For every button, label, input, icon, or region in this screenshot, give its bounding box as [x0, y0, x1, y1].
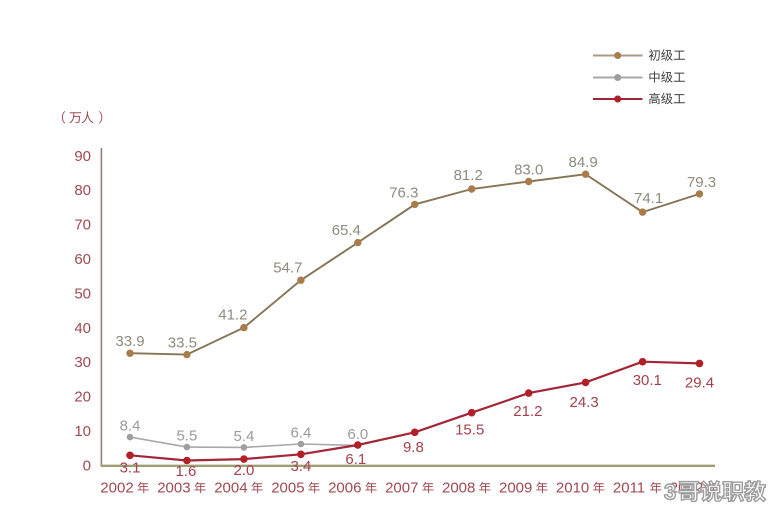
svg-text:3.4: 3.4 — [290, 458, 311, 475]
svg-text:84.9: 84.9 — [568, 154, 597, 171]
svg-text:6.1: 6.1 — [345, 451, 366, 468]
svg-text:6.4: 6.4 — [290, 425, 311, 442]
svg-text:2003: 2003 — [157, 479, 190, 496]
svg-text:2008: 2008 — [442, 479, 475, 496]
svg-text:15.5: 15.5 — [455, 422, 484, 439]
svg-text:90: 90 — [74, 148, 91, 165]
svg-text:3.1: 3.1 — [120, 459, 141, 476]
svg-text:81.2: 81.2 — [454, 167, 483, 184]
svg-text:41.2: 41.2 — [218, 307, 247, 324]
svg-text:2010: 2010 — [556, 479, 589, 496]
svg-text:10: 10 — [74, 423, 91, 440]
svg-text:6.0: 6.0 — [347, 426, 368, 443]
svg-text:2.0: 2.0 — [233, 462, 254, 479]
svg-text:2005: 2005 — [271, 479, 304, 496]
svg-text:9.8: 9.8 — [403, 439, 424, 456]
svg-text:1.6: 1.6 — [175, 463, 196, 480]
svg-text:50: 50 — [74, 285, 91, 302]
svg-text:2004: 2004 — [214, 479, 247, 496]
svg-text:2009: 2009 — [499, 479, 532, 496]
svg-text:2007: 2007 — [385, 479, 418, 496]
svg-text:70: 70 — [74, 217, 91, 234]
svg-text:8.4: 8.4 — [120, 418, 141, 435]
svg-text:74.1: 74.1 — [634, 190, 663, 207]
svg-text:33.9: 33.9 — [115, 333, 144, 350]
svg-text:40: 40 — [74, 320, 91, 337]
svg-text:2011: 2011 — [613, 479, 645, 496]
svg-text:60: 60 — [74, 251, 91, 268]
svg-text:33.5: 33.5 — [168, 335, 197, 352]
svg-text:79.3: 79.3 — [687, 174, 716, 191]
svg-text:2006: 2006 — [328, 479, 361, 496]
svg-text:3: 3 — [664, 480, 676, 505]
svg-text:80: 80 — [74, 182, 91, 199]
svg-text:83.0: 83.0 — [514, 162, 543, 179]
svg-text:2002: 2002 — [100, 479, 133, 496]
svg-text:5.5: 5.5 — [176, 428, 197, 445]
svg-text:29.4: 29.4 — [685, 374, 714, 391]
svg-text:30.1: 30.1 — [633, 372, 662, 389]
svg-text:54.7: 54.7 — [273, 259, 302, 276]
svg-text:30: 30 — [74, 354, 91, 371]
svg-text:20: 20 — [74, 389, 91, 406]
svg-text:24.3: 24.3 — [569, 394, 598, 411]
svg-text:0: 0 — [83, 457, 91, 474]
svg-text:21.2: 21.2 — [513, 403, 542, 420]
svg-text:76.3: 76.3 — [389, 184, 418, 201]
svg-text:5.4: 5.4 — [233, 428, 254, 445]
svg-text:65.4: 65.4 — [332, 222, 361, 239]
